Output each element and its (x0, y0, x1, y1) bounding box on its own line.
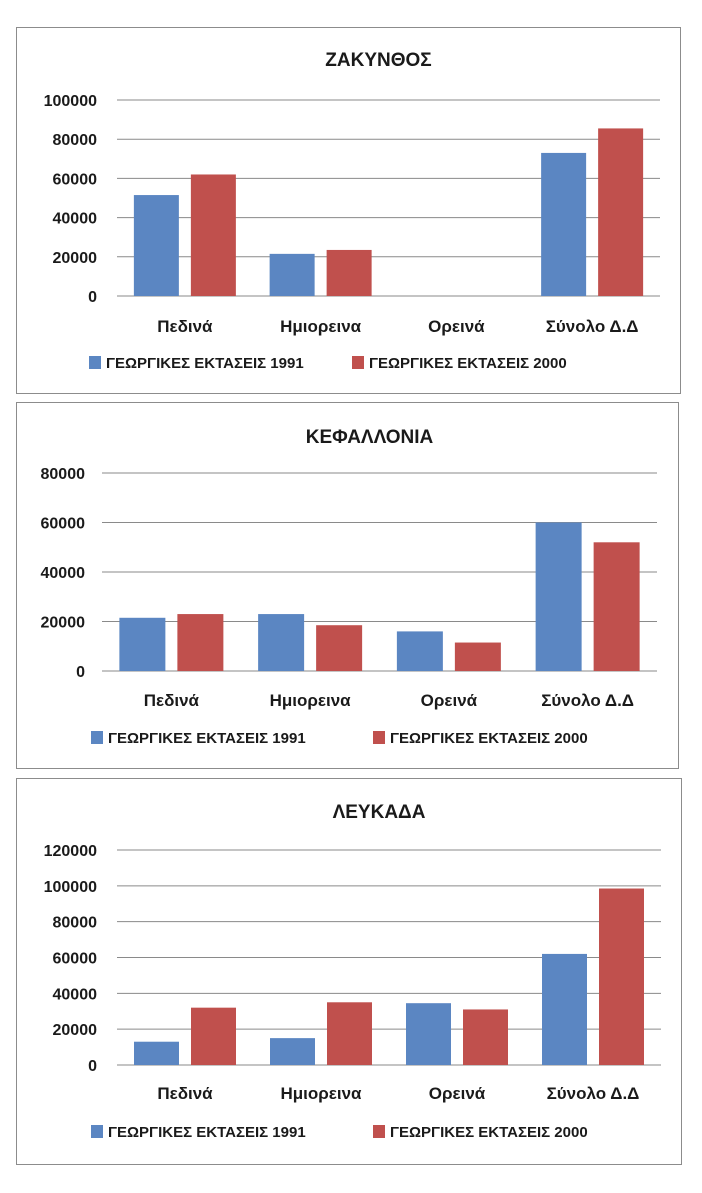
legend-swatch (373, 1125, 385, 1138)
bar-1991 (133, 195, 179, 296)
bar-2000 (177, 614, 224, 671)
category-label: Πεδινά (144, 691, 200, 710)
bar-1991 (258, 614, 305, 671)
bar-2000 (454, 642, 501, 671)
chart-panel-zakynthos: ΖΑΚΥΝΘΟΣ 0 20000 40000 60000 80000 100000 Πεδιν… (16, 27, 681, 394)
legend-swatch (91, 731, 103, 744)
bar-1991 (535, 522, 582, 671)
bar-1991 (396, 631, 443, 671)
chart-panel-lefkada: ΛΕΥΚΑΔΑ 0 20000 40000 60000 80000 100000 120000… (16, 778, 682, 1165)
chart-zakynthos: ΖΑΚΥΝΘΟΣ 0 20000 40000 60000 80000 100000 Πεδιν… (44, 50, 660, 372)
bar-2000 (316, 625, 363, 671)
bar-2000 (463, 1009, 508, 1065)
chart-panel-kefallonia: ΚΕΦΑΛΛΟΝΙΑ 0 20000 40000 60000 80000 Πεδινά Ημι… (16, 402, 679, 769)
legend-label: ΓΕΩΡΓΙΚΕΣ ΕΚΤΑΣΕΙΣ 1991 (108, 730, 306, 747)
bar-2000 (191, 1007, 236, 1065)
category-label: Σύνολο Δ.Δ (547, 1084, 640, 1103)
bar-1991 (269, 253, 315, 296)
y-tick-label: 80000 (53, 915, 98, 932)
category-label: Σύνολο Δ.Δ (546, 317, 639, 336)
y-tick-label: 120000 (44, 843, 97, 860)
y-tick-label: 60000 (53, 171, 98, 188)
bar-1991 (542, 953, 587, 1065)
y-tick-label: 80000 (53, 132, 98, 149)
legend-label: ΓΕΩΡΓΙΚΕΣ ΕΚΤΑΣΕΙΣ 2000 (390, 730, 588, 747)
chart-title: ΚΕΦΑΛΛΟΝΙΑ (306, 427, 434, 448)
bar-1991 (119, 617, 166, 671)
y-tick-label: 0 (88, 289, 97, 306)
bar-2000 (598, 128, 644, 296)
y-tick-label: 20000 (41, 615, 86, 632)
chart-lefkada: ΛΕΥΚΑΔΑ 0 20000 40000 60000 80000 100000 120000… (44, 802, 661, 1141)
chart-kefallonia: ΚΕΦΑΛΛΟΝΙΑ 0 20000 40000 60000 80000 Πεδινά Ημι… (41, 427, 657, 747)
bar-2000 (599, 888, 644, 1065)
bar-1991 (541, 152, 587, 296)
category-label: Πεδινά (157, 1084, 213, 1103)
y-tick-label: 40000 (53, 211, 98, 228)
y-tick-label: 40000 (41, 565, 86, 582)
bar-2000 (190, 174, 236, 296)
y-tick-label: 0 (88, 1058, 97, 1075)
category-label: Ημιορεινα (281, 1084, 363, 1103)
y-tick-label: 100000 (44, 879, 97, 896)
y-tick-label: 20000 (53, 1022, 98, 1039)
legend-swatch (91, 1125, 103, 1138)
y-tick-label: 0 (76, 664, 85, 681)
y-tick-label: 60000 (53, 951, 98, 968)
y-tick-label: 20000 (53, 250, 98, 267)
legend-label: ΓΕΩΡΓΙΚΕΣ ΕΚΤΑΣΕΙΣ 2000 (369, 355, 567, 372)
y-tick-label: 80000 (41, 466, 86, 483)
category-label: Ημιορεινα (270, 691, 352, 710)
bar-1991 (406, 1003, 451, 1065)
y-tick-label: 100000 (44, 93, 97, 110)
category-label: Ορεινά (428, 317, 485, 336)
category-label: Ορεινά (429, 1084, 486, 1103)
bar-2000 (326, 249, 372, 296)
category-label: Σύνολο Δ.Δ (541, 691, 634, 710)
chart-title: ΖΑΚΥΝΘΟΣ (325, 50, 431, 71)
chart-title: ΛΕΥΚΑΔΑ (333, 802, 426, 823)
legend-swatch (373, 731, 385, 744)
legend-label: ΓΕΩΡΓΙΚΕΣ ΕΚΤΑΣΕΙΣ 1991 (108, 1124, 306, 1141)
y-tick-label: 40000 (53, 986, 98, 1003)
bar-1991 (134, 1041, 179, 1065)
category-label: Ημιορεινα (280, 317, 362, 336)
category-label: Πεδινά (157, 317, 213, 336)
y-tick-label: 60000 (41, 516, 86, 533)
category-label: Ορεινά (421, 691, 478, 710)
legend-label: ΓΕΩΡΓΙΚΕΣ ΕΚΤΑΣΕΙΣ 2000 (390, 1124, 588, 1141)
legend-swatch (352, 356, 364, 369)
legend-swatch (89, 356, 101, 369)
bar-2000 (593, 542, 640, 671)
legend-label: ΓΕΩΡΓΙΚΕΣ ΕΚΤΑΣΕΙΣ 1991 (106, 355, 304, 372)
bar-2000 (327, 1002, 372, 1065)
bar-1991 (270, 1038, 315, 1065)
